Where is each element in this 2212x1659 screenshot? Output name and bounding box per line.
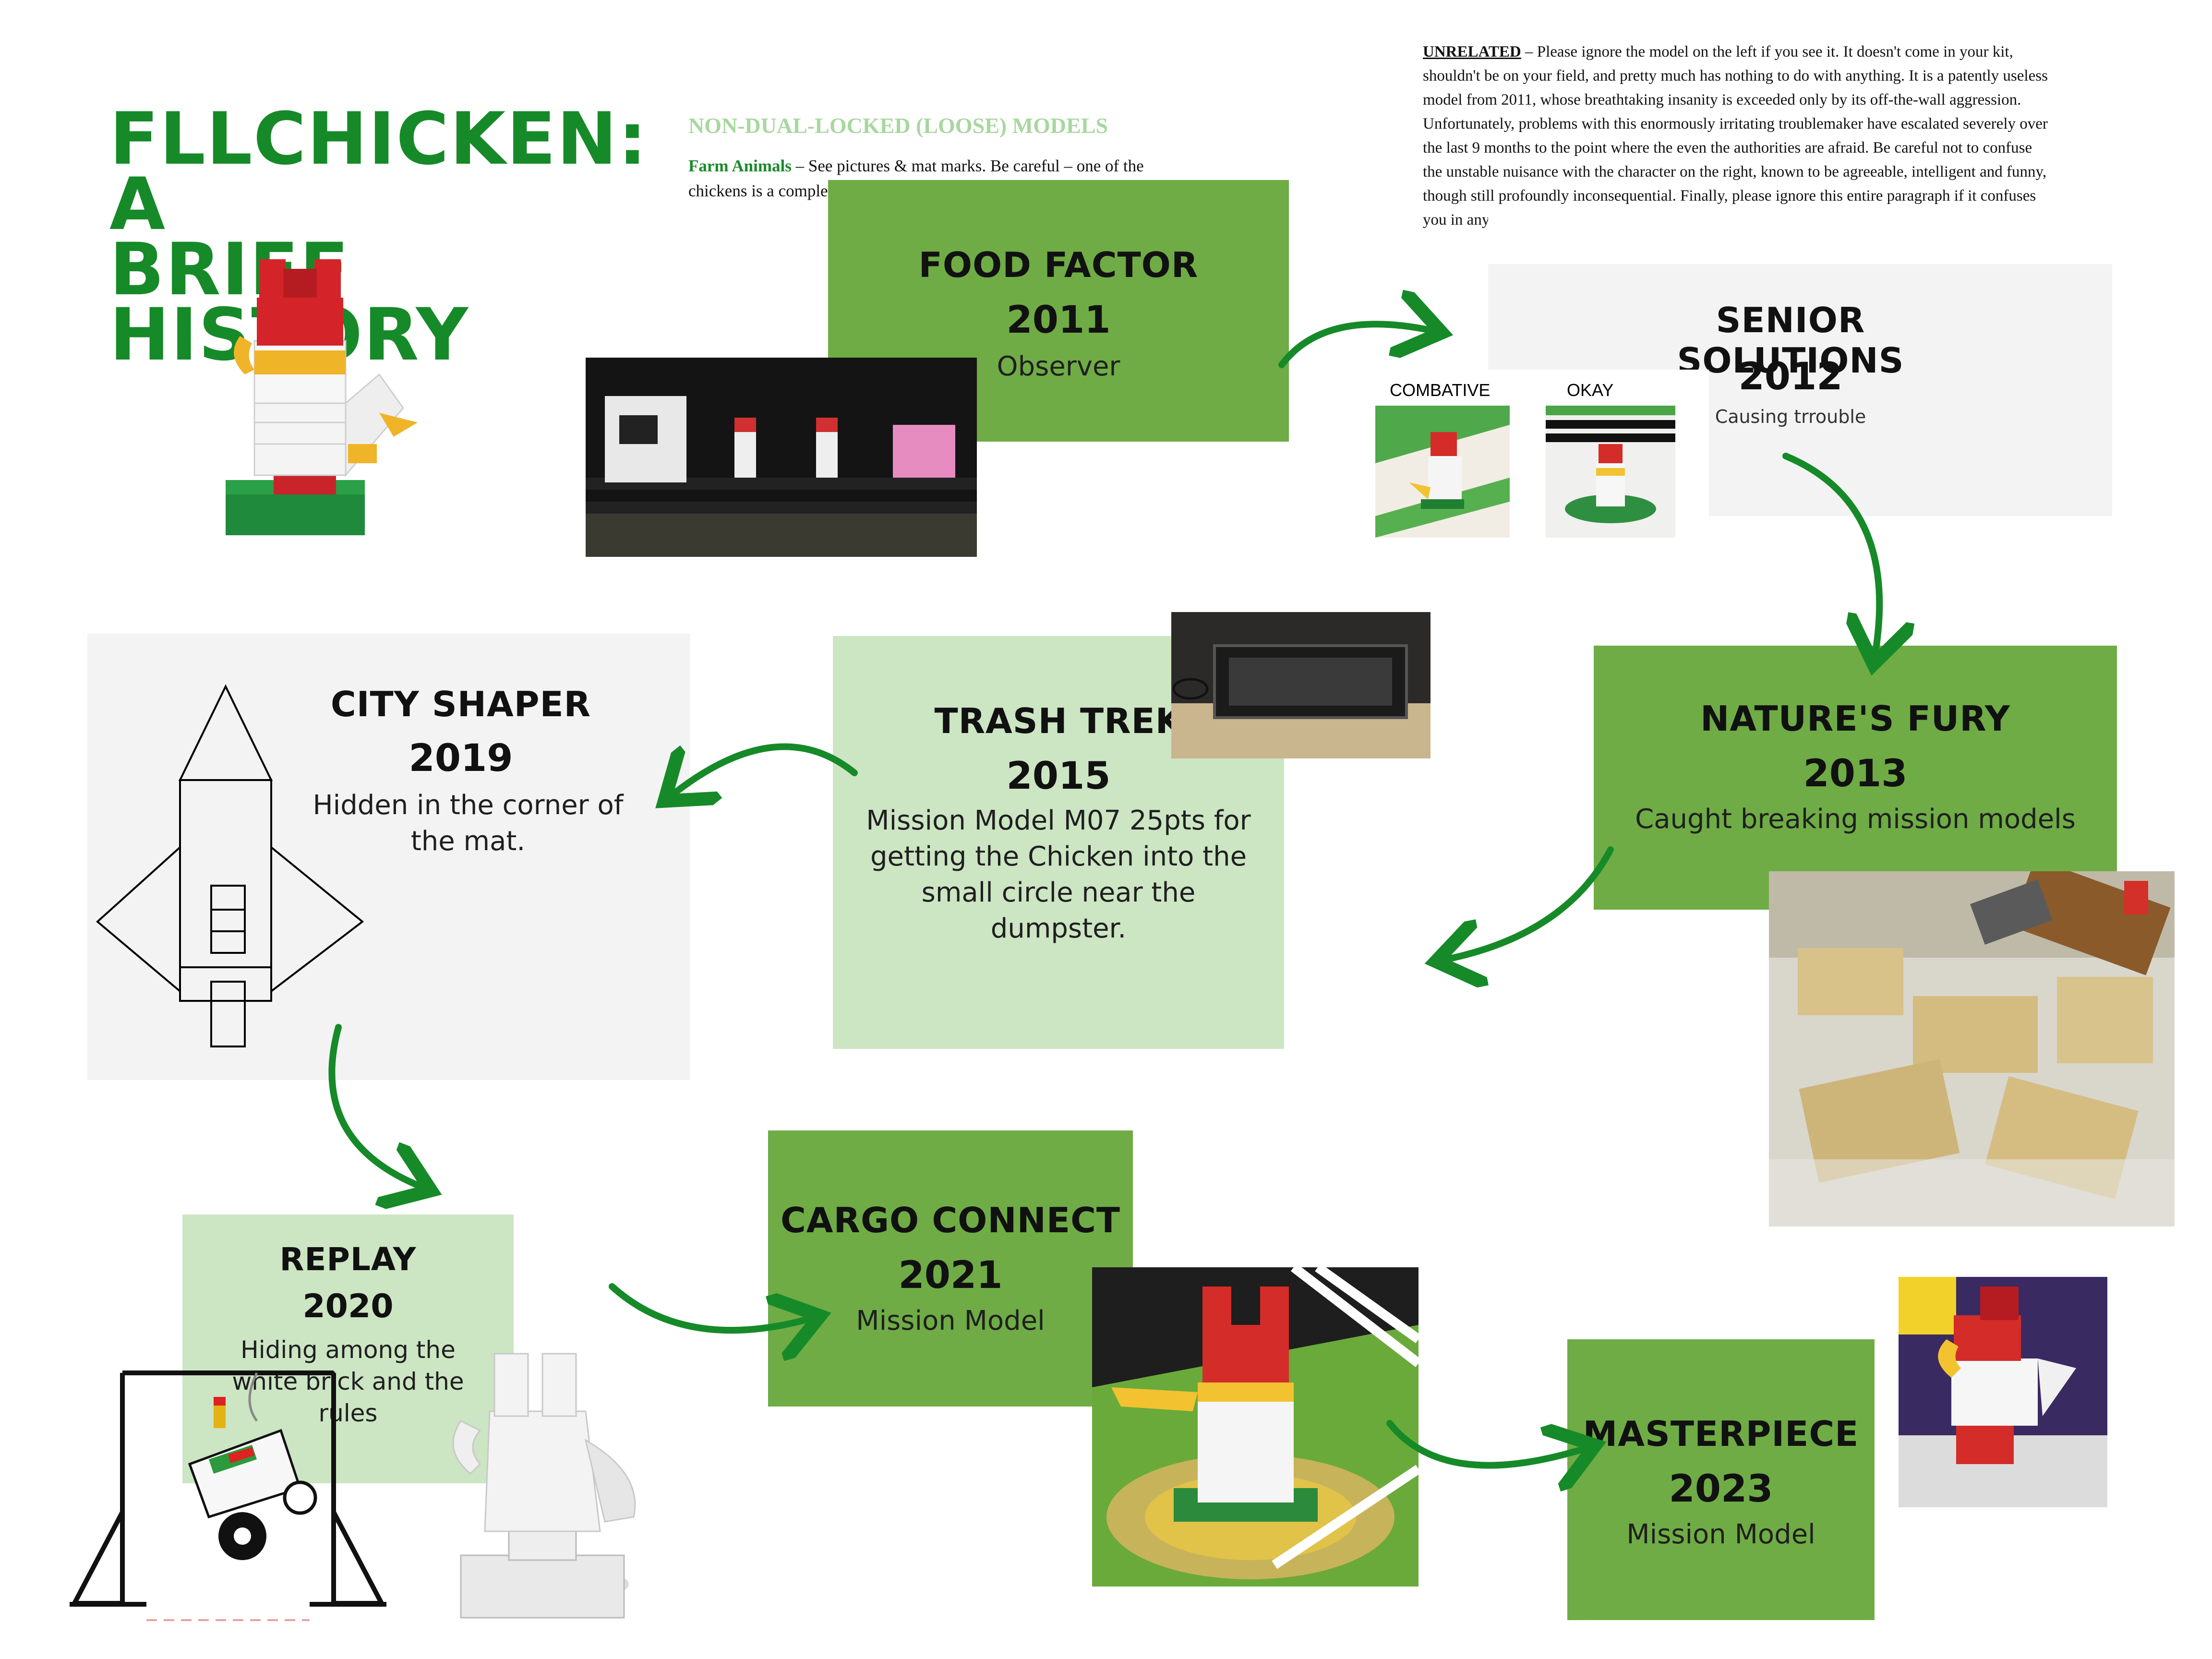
cargo-chicken-photo (1092, 1267, 1419, 1587)
masterpiece-chicken-photo (1899, 1277, 2107, 1507)
card-natures-fury: NATURE'S FURY 2013 Caught breaking missi… (1594, 646, 2117, 910)
senior-solutions-year: 2012 (1738, 355, 1843, 398)
card-city-shaper (87, 634, 690, 1080)
white-chicken-brick-icon (452, 1353, 636, 1619)
dumpster-photo (1171, 612, 1431, 758)
senior-solutions-desc: Causing trrouble (1715, 406, 1866, 427)
rocket-outline-icon (96, 684, 364, 1047)
lego-chicken-icon (226, 259, 418, 535)
card-trash-trek: TRASH TREK 2015 Mission Model M07 25pts … (833, 636, 1284, 1049)
curved-arrow-icon (1386, 1420, 1589, 1466)
curved-arrow-icon (1443, 846, 1614, 960)
senior-solutions-title: SENIOR SOLUTIONS (1677, 300, 1904, 381)
replay-robot-drawing-icon (70, 1370, 386, 1621)
city-shaper-desc: Hidden in the corner of the mat. (313, 790, 624, 857)
curved-arrow-icon (609, 1283, 814, 1330)
curved-arrow-icon (1278, 324, 1435, 368)
combative-chicken-photo (1375, 406, 1510, 538)
card-masterpiece: MASTERPIECE 2023 Mission Model (1567, 1339, 1875, 1620)
curved-arrow-icon (1782, 453, 1879, 658)
curved-arrow-icon (670, 743, 858, 797)
broken-models-photo (1769, 871, 2175, 1226)
farm-animals-photo (586, 358, 977, 557)
city-shaper-year: 2019 (409, 737, 513, 780)
combative-label: COMBATIVE (1390, 380, 1491, 400)
loose-models-heading: NON-DUAL-LOCKED (LOOSE) MODELS (688, 113, 1108, 138)
okay-chicken-photo (1546, 406, 1675, 538)
okay-label: OKAY (1567, 380, 1614, 400)
city-shaper-title: CITY SHAPER (330, 684, 591, 724)
curved-arrow-icon (328, 1024, 425, 1188)
